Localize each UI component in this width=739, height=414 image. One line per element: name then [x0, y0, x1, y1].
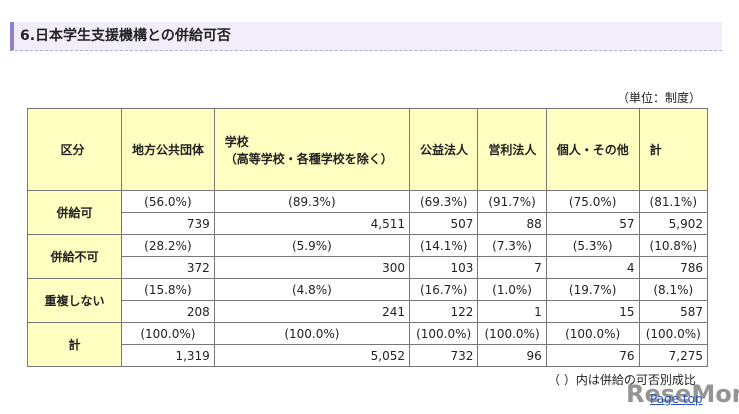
count-cell: 241	[213, 300, 410, 323]
ratio-cell: (69.3%)	[408, 190, 479, 213]
count-cell: 732	[408, 344, 479, 367]
ratio-cell: (4.8%)	[213, 278, 410, 301]
count-cell: 7,275	[638, 344, 709, 367]
count-cell: 739	[121, 212, 215, 235]
table: 区分 地方公共団体 学校 （高等学校・各種学校を除く） 公益法人 営利法人 個人・その他計…	[27, 108, 709, 367]
count-cell: 1,319	[121, 344, 215, 367]
count-cell: 7	[477, 256, 547, 279]
count-row: 208 241 122 1 15 587	[28, 300, 709, 323]
count-cell: 15	[545, 300, 640, 323]
ratio-cell: (100.0%)	[213, 322, 410, 345]
ratio-cell: (5.3%)	[545, 234, 640, 257]
header-cell: 公益法人	[408, 108, 479, 191]
ratio-cell: (100.0%)	[638, 322, 709, 345]
ratio-cell: (100.0%)	[477, 322, 547, 345]
ratio-cell: (5.9%)	[213, 234, 410, 257]
ratio-cell: (56.0%)	[121, 190, 215, 213]
ratio-cell: (75.0%)	[545, 190, 640, 213]
unit: （単位：制度）	[616, 91, 701, 105]
header-cell: 営利法人	[477, 108, 547, 191]
ratio-cell: (14.1%)	[408, 234, 479, 257]
ratio-cell: (100.0%)	[121, 322, 215, 345]
header-cell: 計	[638, 108, 709, 191]
ratio-row: 計 (100.0%) (100.0%) (100.0%) (100.0%) (100.0%…	[27, 322, 709, 367]
count-cell: 122	[408, 300, 479, 323]
ratio-cell: (28.2%)	[121, 234, 215, 257]
header-cell: 地方公共団体	[121, 108, 215, 191]
row-label: 計	[27, 322, 122, 367]
count-cell: 5,902	[638, 212, 709, 235]
count-cell: 57	[545, 212, 640, 235]
header-cell: 学校 （高等学校・各種学校を除く）	[213, 108, 410, 191]
table-body: 併給可 (56.0%) (89.3%) (69.3%) (91.7%) (75.0%) (8…	[27, 190, 709, 367]
count-cell: 4,511	[213, 212, 410, 235]
count-cell: 96	[477, 344, 547, 367]
ratio-cell: (19.7%)	[545, 278, 640, 301]
ratio-cell: (7.3%)	[477, 234, 547, 257]
ratio-cell: (91.7%)	[477, 190, 547, 213]
ratio-cell: (100.0%)	[545, 322, 640, 345]
heading: 6.日本学生支援機構との併給可否	[10, 22, 722, 51]
note: （ ）内は併給の可否別成比	[548, 373, 696, 387]
watermark: ReseMom	[626, 380, 739, 408]
count-cell: 88	[477, 212, 547, 235]
ratio-row: 重複しない (15.8%) (4.8%) (16.7%) (1.0%) (19.7%) (8…	[27, 278, 709, 323]
count-cell: 1	[477, 300, 547, 323]
count-cell: 507	[408, 212, 479, 235]
page-top-link[interactable]: Page top	[650, 392, 703, 406]
ratio-cell: (8.1%)	[638, 278, 709, 301]
ratio-row: 併給可 (56.0%) (89.3%) (69.3%) (91.7%) (75.0%) (8…	[27, 190, 709, 235]
header-cell: 区分	[27, 108, 122, 191]
count-cell: 786	[638, 256, 709, 279]
header-cell: 個人・その他	[545, 108, 640, 191]
row-label: 併給可	[27, 190, 122, 235]
count-cell: 76	[545, 344, 640, 367]
count-cell: 300	[213, 256, 410, 279]
ratio-cell: (15.8%)	[121, 278, 215, 301]
count-cell: 4	[545, 256, 640, 279]
ratio-cell: (1.0%)	[477, 278, 547, 301]
row-label: 併給不可	[27, 234, 122, 279]
ratio-cell: (81.1%)	[638, 190, 709, 213]
row-label: 重複しない	[27, 278, 122, 323]
count-row: 739 4,511 507 88 57 5,902	[28, 212, 709, 235]
ratio-cell: (16.7%)	[408, 278, 479, 301]
count-cell: 372	[121, 256, 215, 279]
ratio-cell: (89.3%)	[213, 190, 410, 213]
ratio-cell: (10.8%)	[638, 234, 709, 257]
count-cell: 208	[121, 300, 215, 323]
header-row: 区分 地方公共団体 学校 （高等学校・各種学校を除く） 公益法人 営利法人 個人・その他計	[27, 108, 709, 191]
count-cell: 587	[638, 300, 709, 323]
ratio-cell: (100.0%)	[408, 322, 479, 345]
count-row: 1,319 5,052 732 96 76 7,275	[28, 344, 709, 367]
count-row: 372 300 103 7 4 786	[28, 256, 709, 279]
count-cell: 5,052	[213, 344, 410, 367]
count-cell: 103	[408, 256, 479, 279]
ratio-row: 併給不可 (28.2%) (5.9%) (14.1%) (7.3%) (5.3%) (10.…	[27, 234, 709, 279]
